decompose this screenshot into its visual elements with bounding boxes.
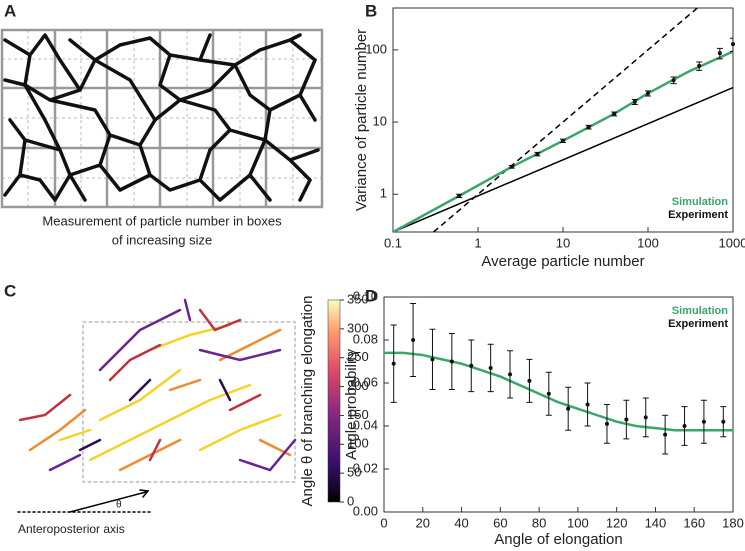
panel-label: A	[4, 1, 16, 20]
data-point	[457, 193, 462, 198]
error-bar	[730, 37, 733, 52]
y-tick-label: 100	[365, 41, 387, 56]
y-tick-label: 0.02	[353, 460, 378, 475]
x-tick-label: 60	[493, 515, 507, 530]
x-tick-label: 1	[474, 235, 481, 250]
x-tick-label: 40	[454, 515, 468, 530]
reference-line	[393, 86, 733, 232]
data-point	[721, 419, 726, 424]
colorbar-tick-label: 250	[347, 349, 369, 364]
y-axis-label: Variance of particle number	[353, 29, 370, 211]
colorbar	[327, 299, 341, 503]
y-tick-label: 10	[373, 113, 387, 128]
x-tick-label: 0.1	[384, 235, 402, 250]
panel-label: C	[4, 281, 16, 300]
y-tick-label: 0.04	[353, 417, 378, 432]
caption: of increasing size	[112, 232, 212, 247]
data-point	[671, 78, 676, 83]
reference-line	[433, 8, 698, 232]
x-tick-label: 1000	[719, 235, 745, 250]
chart: 0 20 40 60 80 100 120 140 160 180 0.00 0.02 0.04 0.06…	[343, 288, 744, 548]
particle-network-image	[0, 28, 324, 209]
data-point	[624, 417, 629, 422]
data-point	[682, 424, 687, 428]
caption: Measurement of particle number in boxes	[42, 213, 282, 228]
colorbar-tick-label: 150	[347, 407, 369, 422]
x-tick-label: 20	[416, 515, 430, 530]
colorbar-tick-label: 350	[347, 291, 369, 306]
data-point	[509, 164, 514, 169]
colorbar-tick-label: 100	[347, 436, 369, 451]
data-point	[561, 138, 565, 143]
data-point	[527, 378, 532, 383]
colorbar-tick-label: 300	[347, 320, 369, 335]
angle-symbol: θ	[116, 500, 122, 511]
legend-entry: Experiment	[668, 209, 728, 221]
data-point	[701, 419, 706, 424]
data-point	[717, 51, 722, 56]
y-tick-label: 0.10	[353, 288, 378, 303]
legend-entry: Simulation	[672, 196, 729, 208]
data-point	[546, 391, 551, 396]
colorbar-tick-label: 200	[347, 378, 369, 393]
panel-label: B	[365, 1, 377, 20]
y-tick-label: 1	[380, 186, 387, 201]
x-tick-label: 120	[606, 515, 628, 530]
colorbar-tick-label: 50	[347, 465, 361, 480]
data-point	[488, 365, 493, 370]
x-tick-label: 100	[637, 235, 659, 250]
data-point	[391, 361, 396, 366]
data-point	[585, 402, 590, 407]
x-tick-label: 80	[532, 515, 546, 530]
data-point	[612, 111, 617, 116]
axis-caption: Anteroposterior axis	[18, 522, 125, 536]
x-axis-label: Average particle number	[481, 253, 644, 270]
y-axis-label: Angle probability	[343, 349, 360, 460]
colorbar-tick-label: 0	[347, 493, 354, 508]
x-tick-label: 10	[556, 235, 570, 250]
data-point	[632, 99, 637, 104]
data-point	[663, 432, 668, 437]
data-point	[646, 91, 650, 96]
panel-label: D	[365, 286, 377, 305]
series-line	[384, 351, 733, 432]
x-tick-label: 180	[722, 515, 744, 530]
data-point	[643, 415, 648, 420]
data-point	[731, 42, 735, 47]
data-point	[411, 338, 416, 342]
x-tick-label: 140	[645, 515, 667, 530]
data-point	[469, 363, 474, 368]
data-point	[586, 125, 591, 130]
data-point	[535, 152, 540, 157]
data-point	[430, 357, 435, 362]
chart: 0.1 1 10 100 1000 1 10 100 Average particle numb…	[353, 7, 745, 270]
x-tick-label: 160	[683, 515, 705, 530]
data-point	[508, 372, 513, 377]
data-point	[604, 421, 609, 426]
y-tick-label: 0.06	[353, 374, 378, 389]
y-tick-label: 0.08	[353, 331, 378, 346]
y-tick-label: 0.00	[353, 503, 378, 518]
x-tick-label: 0	[380, 515, 387, 530]
plot-frame	[383, 296, 734, 513]
data-point	[697, 63, 702, 68]
legend-entry: Experiment	[668, 318, 728, 330]
legend-entry: Simulation	[672, 305, 729, 317]
branching-network-image	[17, 298, 297, 513]
x-axis-label: Angle of elongation	[494, 531, 622, 548]
data-point	[566, 406, 571, 411]
x-tick-label: 100	[567, 515, 589, 530]
data-point	[449, 359, 454, 364]
colorbar-label: Angle θ of branching elongation	[299, 296, 316, 507]
